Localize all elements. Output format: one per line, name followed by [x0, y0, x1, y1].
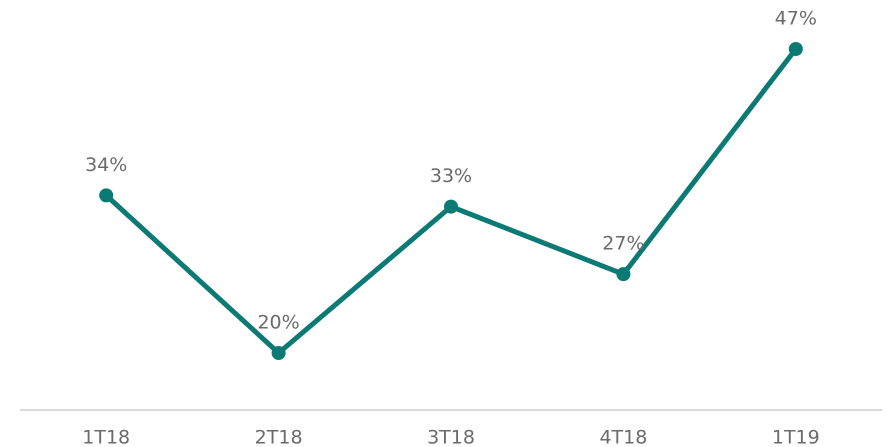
data-point [788, 42, 803, 56]
x-tick-label: 1T19 [772, 427, 820, 447]
data-label: 27% [602, 233, 644, 255]
data-label: 47% [775, 8, 817, 30]
data-point [444, 199, 458, 214]
x-tick-label: 4T18 [599, 427, 647, 447]
data-point [616, 267, 631, 282]
data-label: 20% [257, 312, 299, 334]
x-tick-label: 2T18 [255, 427, 303, 447]
data-label: 34% [85, 154, 127, 176]
data-point [99, 188, 114, 203]
x-tick-label: 3T18 [427, 427, 475, 447]
x-tick-label: 1T18 [82, 427, 130, 447]
data-label: 33% [430, 165, 472, 187]
data-point [271, 346, 286, 360]
